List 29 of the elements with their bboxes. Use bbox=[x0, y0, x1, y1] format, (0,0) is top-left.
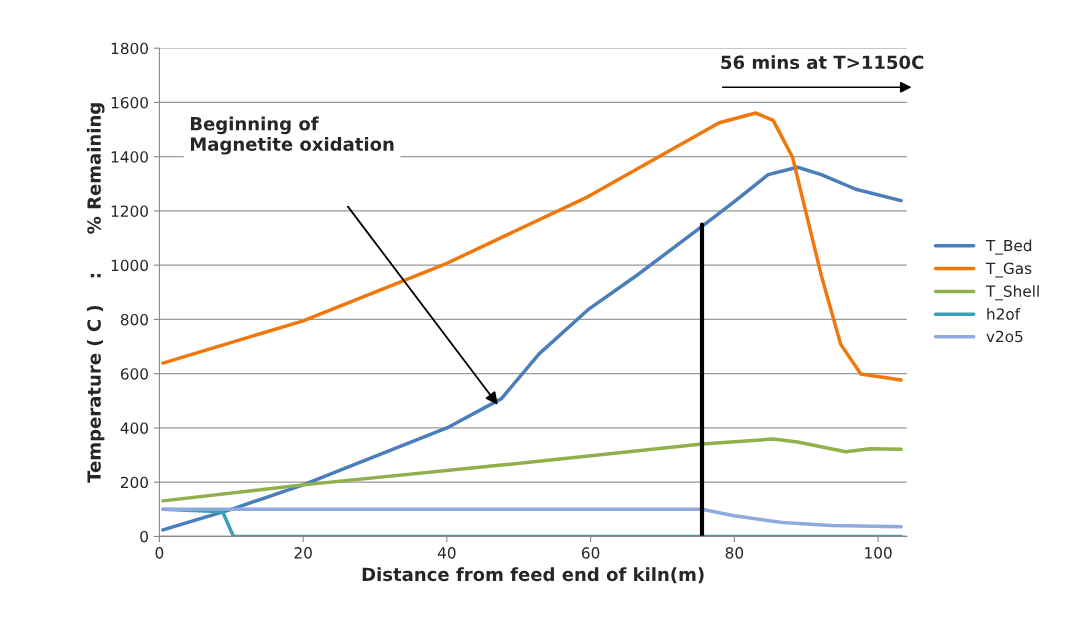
y-tick-label: 400 bbox=[120, 422, 148, 434]
y-tick-label: 600 bbox=[120, 368, 148, 380]
legend-label: h2of bbox=[987, 307, 1021, 320]
y-tick-label: 200 bbox=[120, 476, 148, 489]
y-tick-label: 1200 bbox=[111, 205, 148, 217]
x-tick-label: 20 bbox=[294, 547, 312, 559]
line-series bbox=[161, 165, 903, 532]
annotation: 56 mins at T>1150C bbox=[721, 55, 924, 70]
y-tick-label: 0 bbox=[140, 530, 148, 543]
legend-label: T_Bed bbox=[985, 239, 1032, 255]
legend-label: T_Shell bbox=[985, 285, 1039, 301]
x-tick-label: 100 bbox=[865, 547, 892, 559]
legend-label: v2o5 bbox=[986, 330, 1023, 343]
line-series bbox=[161, 111, 903, 382]
y-tick-label: 1400 bbox=[111, 151, 148, 163]
line-series bbox=[161, 507, 903, 529]
x-axis-title: Distance from feed end of kiln(m) bbox=[362, 567, 704, 584]
y-tick-label: 1800 bbox=[111, 42, 148, 55]
legend-label: T_Gas bbox=[985, 262, 1032, 278]
line-series bbox=[161, 437, 903, 503]
x-tick-label: 60 bbox=[581, 547, 600, 559]
x-tick-label: 40 bbox=[437, 547, 456, 559]
x-tick-label: 80 bbox=[725, 547, 744, 559]
y-tick-label: 1000 bbox=[111, 259, 148, 272]
y-tick-label: 800 bbox=[120, 313, 148, 326]
y-axis-title: Temperature ( C ) : % Remaining bbox=[86, 103, 105, 483]
y-tick-label: 1600 bbox=[111, 96, 148, 109]
annotation: Beginning of Magnetite oxidation bbox=[190, 116, 394, 155]
x-tick-label: 0 bbox=[155, 547, 164, 559]
